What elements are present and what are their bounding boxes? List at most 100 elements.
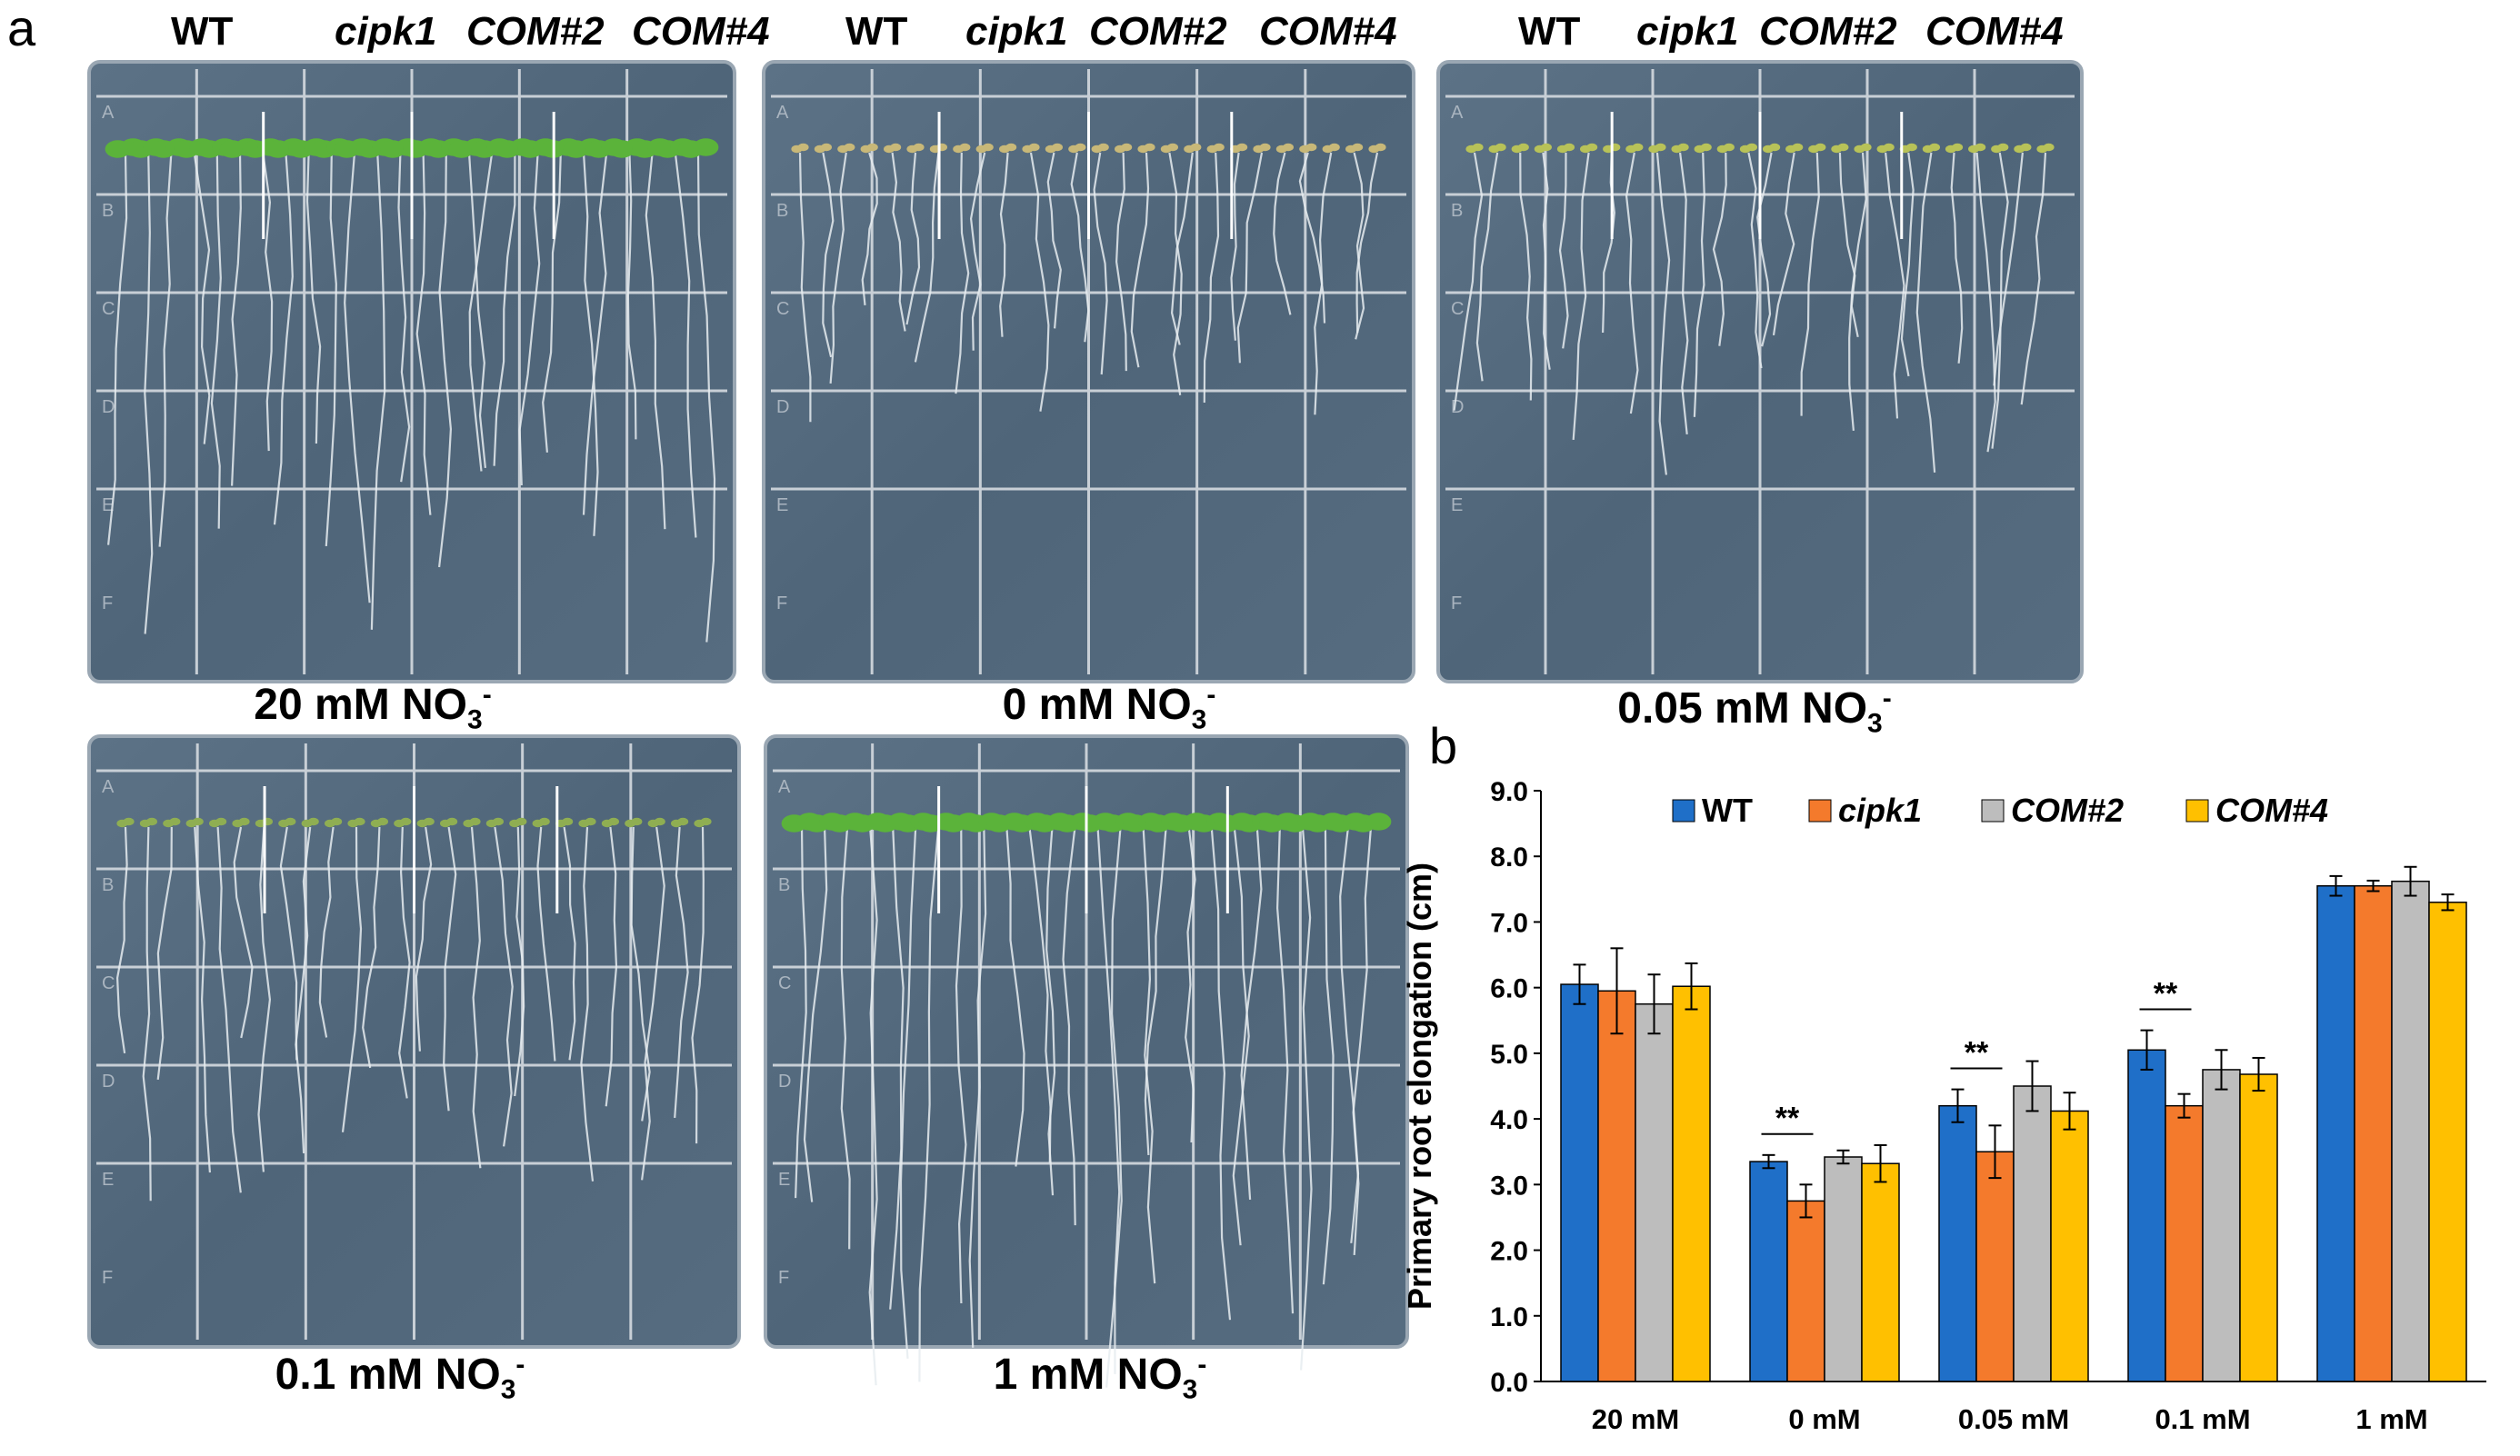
- root: [840, 826, 851, 1250]
- root: [1314, 152, 1333, 415]
- seedling-leaf: [2020, 143, 2032, 152]
- seedling-leaf: [585, 817, 596, 826]
- root: [193, 152, 211, 444]
- root: [641, 826, 665, 1181]
- seedling-leaf: [215, 817, 227, 826]
- seedling-leaf: [123, 817, 135, 826]
- seedling-leaf: [1586, 143, 1598, 152]
- root: [798, 152, 812, 423]
- root: [1993, 152, 2024, 386]
- seedling-leaf: [1837, 143, 1849, 152]
- seedling-leaf: [331, 817, 343, 826]
- root: [514, 826, 525, 1097]
- y-tick-label: 3.0: [1490, 1171, 1528, 1201]
- root: [325, 152, 337, 546]
- seedling-leaf: [400, 817, 412, 826]
- y-tick-label: 0.0: [1490, 1368, 1528, 1398]
- root: [645, 152, 666, 530]
- agar-plate: A B C D E F: [764, 734, 1409, 1388]
- root: [1045, 826, 1056, 1196]
- seedling-leaf: [1005, 143, 1017, 152]
- bar-com4: [2050, 1110, 2089, 1382]
- bar-com4: [1672, 985, 1711, 1382]
- root: [1185, 826, 1196, 1143]
- root: [295, 826, 312, 1153]
- seedling-leaf: [538, 817, 550, 826]
- seedling-leaf: [1328, 143, 1340, 152]
- bar-com2: [2013, 1085, 2052, 1382]
- root: [1322, 826, 1335, 1285]
- root: [955, 826, 967, 1304]
- root: [674, 826, 689, 1118]
- seedling-leaf: [844, 143, 855, 152]
- plate-row-letter: F: [102, 593, 113, 613]
- root: [1772, 152, 1795, 336]
- seedling-leaf: [307, 817, 319, 826]
- root-elongation-chart: 0.0 1.0 2.0 3.0 4.0 5.0 6.0 7.0 8.0 9.0 Primary ro…: [1401, 777, 2486, 1435]
- root: [861, 152, 878, 306]
- seedling-leaf: [1677, 143, 1689, 152]
- seedling-leaf: [192, 817, 204, 826]
- seedling-leaf: [1517, 143, 1529, 152]
- plate-caption-01mm: 0.1 mM NO3-: [275, 1350, 525, 1405]
- bar-wt: [1938, 1104, 1977, 1382]
- seedling-leaf: [1540, 143, 1552, 152]
- panel-a-label: a: [7, 0, 36, 56]
- seedling-leaf: [959, 143, 971, 152]
- root: [969, 152, 986, 351]
- bar-com4: [2239, 1073, 2278, 1382]
- root: [231, 152, 242, 486]
- root: [536, 826, 556, 1062]
- root: [156, 826, 173, 1081]
- root: [905, 152, 921, 325]
- root: [691, 826, 705, 1144]
- bar-com2: [1824, 1156, 1863, 1382]
- root: [1475, 152, 1499, 382]
- plate-row-letter: B: [102, 875, 114, 895]
- seedling-leaf: [1283, 143, 1294, 152]
- root: [1915, 152, 1936, 473]
- agar-plate: A B C D E F: [762, 60, 1415, 683]
- y-tick-label: 2.0: [1490, 1237, 1528, 1267]
- root: [955, 152, 970, 394]
- root: [398, 826, 411, 1099]
- seedling-leaf: [1365, 813, 1392, 831]
- significance-label: **: [2154, 977, 2178, 1012]
- seedling-leaf: [1213, 143, 1225, 152]
- plate-caption-1mm: 1 mM NO3-: [993, 1350, 1207, 1405]
- genotype-label-cipk1: cipk1: [335, 9, 437, 54]
- seedling-leaf: [377, 817, 388, 826]
- root: [1298, 152, 1326, 324]
- plate-row-letter: E: [102, 495, 114, 515]
- bar-com4: [1861, 1162, 1900, 1382]
- seedling-leaf: [1860, 143, 1872, 152]
- seedling-leaf: [2043, 143, 2055, 152]
- root: [443, 826, 457, 1112]
- plate-row-letter: E: [102, 1170, 114, 1190]
- root: [891, 152, 906, 332]
- root: [305, 152, 322, 444]
- root: [1232, 826, 1250, 1246]
- root: [1236, 152, 1264, 364]
- root: [696, 152, 716, 643]
- x-tick-label: 1 mM: [2355, 1403, 2427, 1435]
- genotype-label-wt: WT: [845, 9, 908, 54]
- root: [1572, 152, 1590, 440]
- root: [1756, 152, 1773, 347]
- seedling-leaf: [821, 143, 832, 152]
- root: [1046, 152, 1062, 329]
- seedling-leaf: [1883, 143, 1895, 152]
- seedling-leaf: [1097, 143, 1109, 152]
- plate-row-letter: F: [102, 1268, 113, 1288]
- root: [1542, 152, 1551, 370]
- genotype-label-cipk1: cipk1: [965, 9, 1068, 54]
- root: [795, 826, 807, 1199]
- agar-plate: A B C D E F: [1436, 60, 2084, 683]
- root: [1130, 152, 1150, 368]
- legend-label: COM#2: [2011, 792, 2124, 829]
- root: [582, 152, 608, 515]
- root: [362, 826, 381, 1069]
- seedling-leaf: [469, 817, 481, 826]
- root: [318, 826, 335, 1038]
- plate-row-letter: A: [1451, 103, 1464, 123]
